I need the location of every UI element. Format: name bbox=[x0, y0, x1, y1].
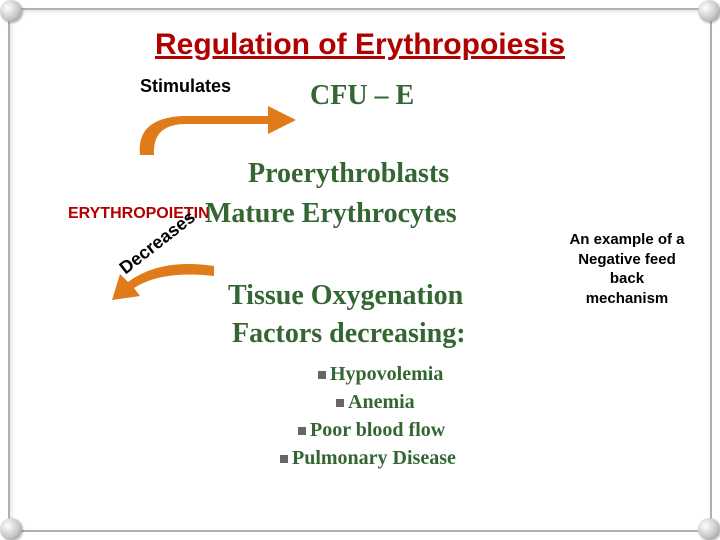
corner-rivet bbox=[698, 518, 720, 540]
list-item: Pulmonary Disease bbox=[280, 444, 456, 472]
arrow-decreases-icon bbox=[110, 260, 230, 304]
side-note: An example of a Negative feed back mecha… bbox=[562, 230, 692, 308]
bullet-square-icon bbox=[298, 427, 306, 435]
label-tissue-oxygenation: Tissue Oxygenation bbox=[228, 280, 463, 312]
list-item-label: Anemia bbox=[348, 391, 415, 413]
list-item-label: Pulmonary Disease bbox=[292, 447, 456, 469]
bullet-square-icon bbox=[336, 399, 344, 407]
corner-rivet bbox=[0, 0, 22, 22]
label-mature-erythrocytes: Mature Erythrocytes bbox=[205, 198, 457, 230]
list-item-label: Hypovolemia bbox=[330, 363, 443, 385]
label-proerythroblasts: Proerythroblasts bbox=[248, 158, 449, 190]
list-item: Hypovolemia bbox=[318, 360, 456, 388]
bullet-square-icon bbox=[280, 455, 288, 463]
label-stimulates: Stimulates bbox=[140, 76, 231, 97]
factors-list: Hypovolemia Anemia Poor blood flow Pulmonar… bbox=[280, 360, 456, 472]
slide-title: Regulation of Erythropoiesis bbox=[0, 28, 720, 62]
corner-rivet bbox=[0, 518, 22, 540]
label-cfu-e: CFU – E bbox=[310, 80, 414, 112]
side-note-line: Negative feed back bbox=[578, 251, 676, 288]
list-item-label: Poor blood flow bbox=[310, 419, 445, 441]
list-item: Poor blood flow bbox=[298, 416, 456, 444]
side-note-line: mechanism bbox=[586, 290, 669, 307]
side-note-line: An example of a bbox=[569, 231, 684, 248]
corner-rivet bbox=[698, 0, 720, 22]
list-item: Anemia bbox=[336, 388, 456, 416]
bullet-square-icon bbox=[318, 371, 326, 379]
label-factors-decreasing: Factors decreasing: bbox=[232, 318, 466, 350]
